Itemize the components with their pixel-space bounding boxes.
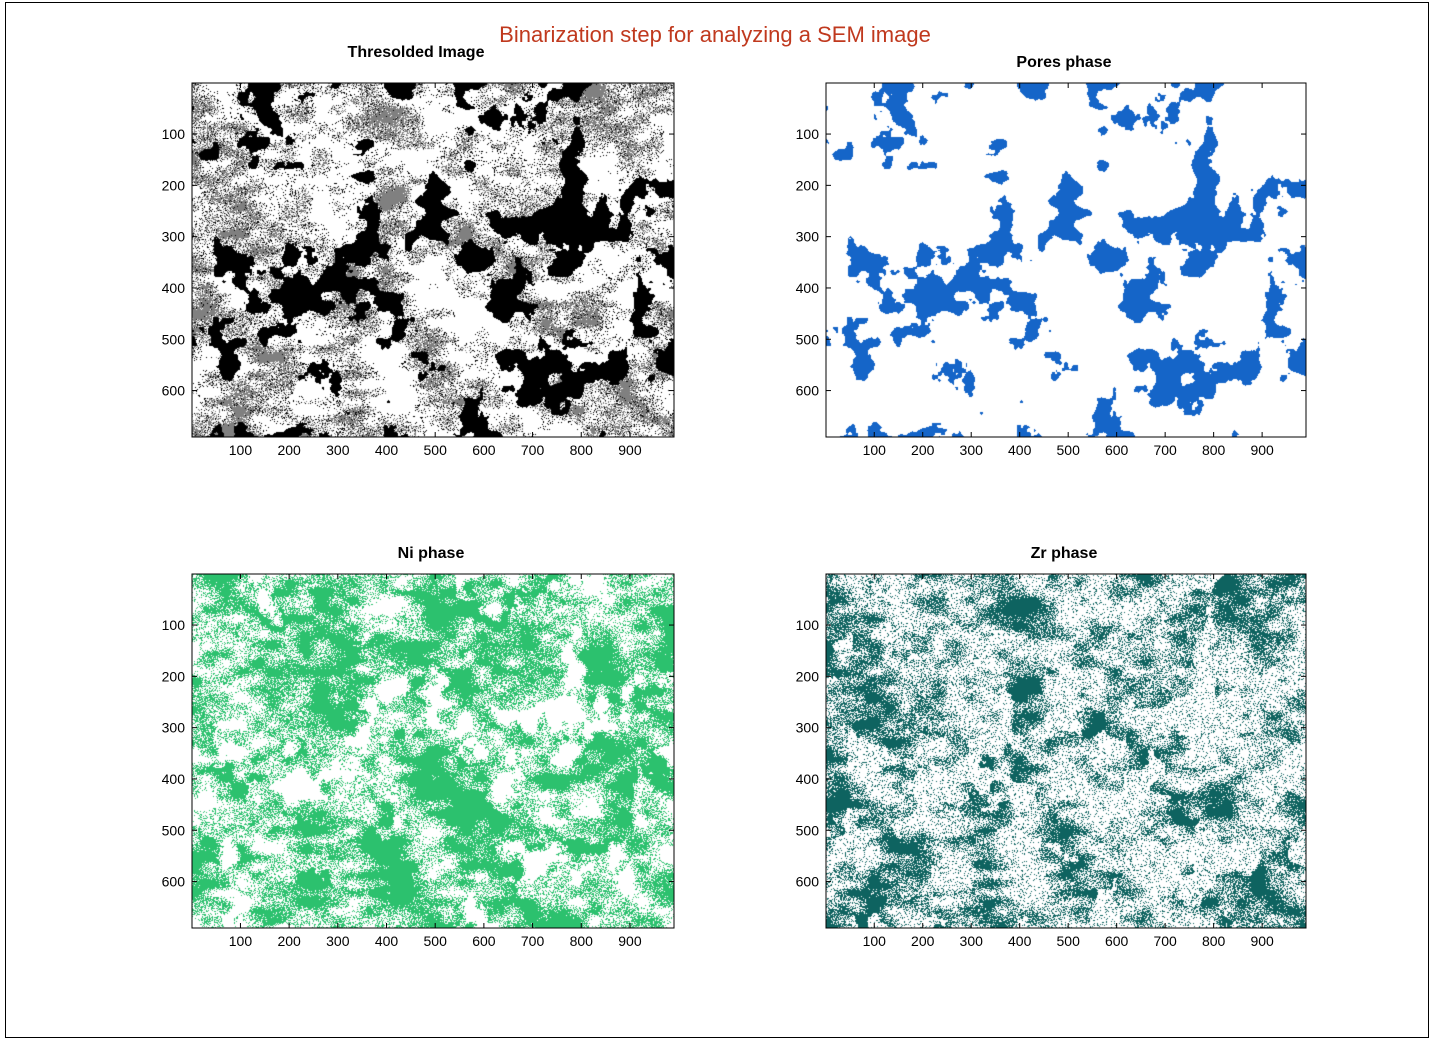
x-tick-label: 100 [229, 442, 253, 458]
y-tick-label: 200 [796, 177, 820, 193]
x-tick-label: 400 [1008, 933, 1032, 949]
x-tick-label: 300 [960, 442, 984, 458]
panel-title: Thresolded Image [347, 44, 485, 61]
phase-map-image [192, 83, 674, 437]
x-tick-label: 200 [277, 933, 301, 949]
y-tick-label: 400 [162, 280, 186, 296]
y-tick-label: 600 [796, 874, 820, 890]
x-tick-label: 200 [911, 442, 935, 458]
y-tick-label: 500 [162, 822, 186, 838]
y-tick-label: 500 [162, 331, 186, 347]
x-tick-label: 800 [570, 442, 594, 458]
x-tick-label: 600 [472, 933, 496, 949]
x-tick-label: 200 [277, 442, 301, 458]
x-tick-label: 800 [570, 933, 594, 949]
x-tick-label: 100 [863, 442, 887, 458]
x-tick-label: 400 [375, 442, 399, 458]
y-tick-label: 600 [796, 383, 820, 399]
phase-map-image [826, 83, 1306, 437]
phase-map-image [192, 574, 674, 928]
y-tick-label: 600 [162, 874, 186, 890]
axes-box [825, 573, 1307, 929]
y-tick-label: 300 [162, 229, 186, 245]
y-tick-label: 400 [796, 771, 820, 787]
x-tick-label: 300 [960, 933, 984, 949]
x-tick-label: 600 [1105, 933, 1129, 949]
y-tick-label: 600 [162, 383, 186, 399]
phase-map-image [826, 574, 1306, 928]
x-tick-label: 700 [1153, 933, 1177, 949]
x-tick-label: 900 [1250, 442, 1274, 458]
x-tick-label: 800 [1202, 933, 1226, 949]
axes-box [191, 573, 675, 929]
x-tick-label: 200 [911, 933, 935, 949]
x-tick-label: 900 [618, 933, 642, 949]
y-tick-label: 200 [162, 668, 186, 684]
x-tick-label: 500 [424, 933, 448, 949]
panel-title: Zr phase [1030, 545, 1098, 562]
axes-box [825, 82, 1307, 438]
panel-title: Pores phase [1016, 54, 1112, 71]
y-tick-label: 300 [796, 720, 820, 736]
x-tick-label: 400 [375, 933, 399, 949]
y-tick-label: 300 [162, 720, 186, 736]
y-tick-label: 400 [162, 771, 186, 787]
x-tick-label: 600 [1105, 442, 1129, 458]
x-tick-label: 500 [1057, 933, 1081, 949]
x-tick-label: 300 [326, 442, 350, 458]
axes-box [191, 82, 675, 438]
x-tick-label: 700 [521, 442, 545, 458]
y-tick-label: 300 [796, 229, 820, 245]
figure-suptitle: Binarization step for analyzing a SEM im… [499, 22, 931, 47]
y-tick-label: 200 [162, 177, 186, 193]
x-tick-label: 400 [1008, 442, 1032, 458]
x-tick-label: 700 [521, 933, 545, 949]
x-tick-label: 500 [424, 442, 448, 458]
y-tick-label: 100 [162, 617, 186, 633]
x-tick-label: 800 [1202, 442, 1226, 458]
y-tick-label: 400 [796, 280, 820, 296]
y-tick-label: 100 [162, 126, 186, 142]
x-tick-label: 900 [618, 442, 642, 458]
x-tick-label: 900 [1250, 933, 1274, 949]
y-tick-label: 100 [796, 126, 820, 142]
x-tick-label: 100 [229, 933, 253, 949]
y-tick-label: 500 [796, 331, 820, 347]
x-tick-label: 300 [326, 933, 350, 949]
y-tick-label: 500 [796, 822, 820, 838]
y-tick-label: 100 [796, 617, 820, 633]
panel-title: Ni phase [397, 545, 465, 562]
x-tick-label: 500 [1057, 442, 1081, 458]
x-tick-label: 700 [1153, 442, 1177, 458]
x-tick-label: 600 [472, 442, 496, 458]
y-tick-label: 200 [796, 668, 820, 684]
x-tick-label: 100 [863, 933, 887, 949]
